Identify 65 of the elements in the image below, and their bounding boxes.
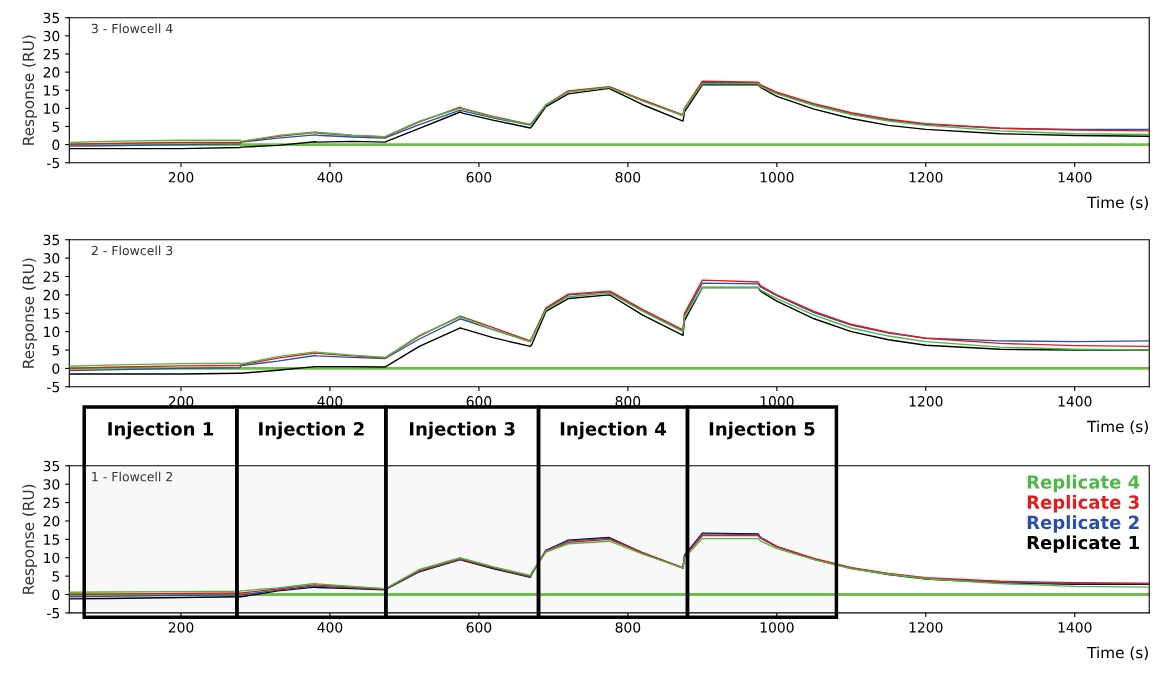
- chart-title: 1 - Flowcell 2: [92, 471, 173, 482]
- x-tick-label: 1000: [760, 172, 794, 183]
- x-axis-title: Time (s): [1087, 196, 1148, 210]
- y-tick-label: 5: [52, 345, 60, 356]
- y-tick-label: 30: [43, 253, 60, 264]
- y-tick-label: 25: [43, 48, 60, 60]
- y-tick-label: 0: [52, 589, 60, 600]
- x-tick-label: 400: [317, 622, 343, 633]
- x-tick-label: 200: [168, 622, 194, 633]
- x-tick-label: 1000: [760, 622, 794, 633]
- x-tick-label: 400: [317, 172, 343, 183]
- band-label: Injection 5: [709, 421, 815, 440]
- y-tick-label: 25: [43, 497, 60, 509]
- y-tick-label: 35: [43, 12, 60, 24]
- band-label: Injection 1: [108, 421, 214, 440]
- x-tick-label: 1000: [760, 396, 794, 407]
- x-tick-label: 1400: [1058, 396, 1092, 407]
- x-tick-label: 200: [168, 172, 194, 183]
- y-axis-title: Response (RU): [22, 258, 38, 368]
- chart-title: 2 - Flowcell 3: [91, 245, 173, 256]
- series-label: Replicate 1: [1027, 535, 1139, 553]
- x-tick-label: 600: [466, 396, 492, 407]
- y-tick-label: 0: [52, 139, 60, 151]
- y-tick-label: -5: [47, 381, 60, 393]
- x-tick-label: 1200: [909, 622, 943, 633]
- y-tick-label: 20: [43, 515, 60, 527]
- y-tick-label: 10: [44, 103, 60, 114]
- y-tick-label: 15: [44, 534, 60, 545]
- band-label: Injection 4: [560, 421, 666, 440]
- text: Replicate 2: [1027, 515, 1139, 533]
- y-tick-label: -5: [47, 157, 60, 169]
- text: Replicate 3: [1027, 495, 1139, 513]
- chart-title: 3 - Flowcell 4: [91, 23, 173, 34]
- y-tick-label: 20: [43, 289, 60, 301]
- x-axis-title: Time (s): [1087, 646, 1148, 661]
- y-tick-label: 10: [44, 552, 60, 564]
- band-label: Injection 2: [259, 421, 364, 440]
- y-tick-label: 10: [44, 326, 60, 338]
- x-tick-label: 800: [615, 622, 641, 633]
- x-tick-label: 1400: [1058, 172, 1092, 183]
- x-axis-title: Time (s): [1087, 420, 1148, 435]
- y-tick-label: 35: [43, 234, 60, 246]
- band-label: Injection 3: [410, 421, 515, 440]
- x-tick-label: 600: [466, 172, 492, 183]
- y-tick-label: 5: [52, 571, 60, 582]
- x-tick-label: 600: [466, 622, 492, 633]
- x-tick-label: 1200: [909, 172, 943, 183]
- y-axis-title: Response (RU): [22, 35, 38, 145]
- y-tick-label: -5: [47, 608, 60, 619]
- y-tick-label: 30: [43, 30, 60, 42]
- y-tick-label: 0: [52, 363, 60, 374]
- y-tick-label: 5: [52, 121, 60, 132]
- y-tick-label: 15: [44, 85, 60, 96]
- y-tick-label: 20: [43, 67, 60, 78]
- x-tick-label: 400: [317, 396, 343, 407]
- y-tick-label: 35: [43, 460, 60, 472]
- y-tick-label: 15: [44, 308, 60, 319]
- x-tick-label: 800: [615, 396, 641, 407]
- x-tick-label: 1200: [909, 396, 943, 407]
- y-tick-label: 30: [43, 479, 60, 490]
- x-tick-label: 1400: [1058, 622, 1092, 633]
- y-tick-label: 25: [43, 271, 60, 282]
- text: Replicate 4: [1027, 474, 1140, 493]
- x-tick-label: 800: [615, 172, 641, 183]
- y-axis-title: Response (RU): [22, 484, 38, 594]
